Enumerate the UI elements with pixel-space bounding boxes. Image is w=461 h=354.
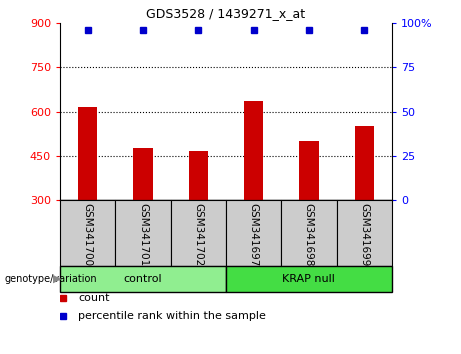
Bar: [189, 152, 208, 200]
Bar: [133, 148, 153, 200]
Bar: [355, 126, 374, 200]
Bar: [226, 200, 281, 266]
Bar: [281, 200, 337, 266]
Bar: [171, 200, 226, 266]
Bar: [226, 266, 392, 292]
Text: GSM341697: GSM341697: [248, 203, 259, 267]
Title: GDS3528 / 1439271_x_at: GDS3528 / 1439271_x_at: [146, 7, 306, 21]
Text: genotype/variation: genotype/variation: [5, 274, 97, 284]
Text: GSM341702: GSM341702: [193, 203, 203, 267]
Bar: [337, 200, 392, 266]
Bar: [299, 141, 319, 200]
Bar: [60, 200, 115, 266]
Text: GSM341700: GSM341700: [83, 203, 93, 267]
Text: GSM341701: GSM341701: [138, 203, 148, 267]
Text: GSM341698: GSM341698: [304, 203, 314, 267]
Bar: [60, 266, 226, 292]
Bar: [115, 200, 171, 266]
Bar: [244, 101, 263, 200]
Text: count: count: [78, 293, 110, 303]
Text: GSM341699: GSM341699: [359, 203, 369, 267]
Text: ▶: ▶: [53, 274, 61, 284]
Text: KRAP null: KRAP null: [283, 274, 335, 284]
Bar: [78, 107, 97, 200]
Text: control: control: [124, 274, 162, 284]
Text: percentile rank within the sample: percentile rank within the sample: [78, 311, 266, 321]
